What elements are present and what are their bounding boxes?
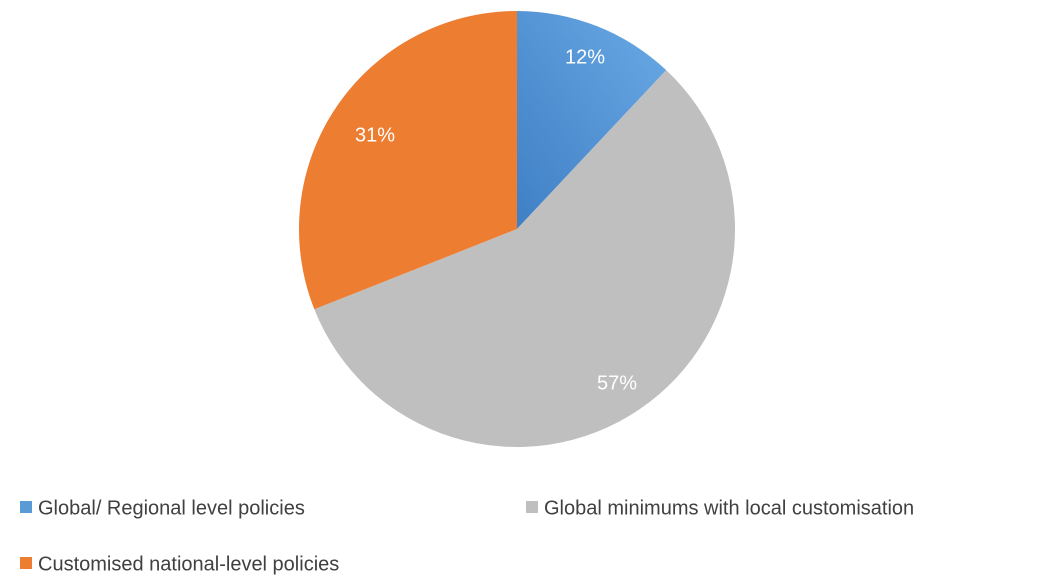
legend-swatch-global-minimums-with-local-customisation (526, 501, 538, 513)
pie-slice-global-regional-level-policies (517, 10, 667, 229)
legend-label-global-regional-level-policies: Global/ Regional level policies (38, 497, 305, 519)
pie-data-labels: 12% 57% 31% (355, 46, 637, 394)
data-label-global-minimums-with-local-customisation: 57% (597, 372, 637, 394)
data-label-customised-national-level-policies: 31% (355, 124, 395, 146)
legend-swatch-customised-national-level-policies (20, 557, 32, 569)
legend-label-global-minimums-with-local-customisation: Global minimums with local customisation (544, 497, 914, 519)
data-label-global-regional-level-policies: 12% (565, 46, 605, 68)
chart-legend: Global/ Regional level policies Global mi… (20, 497, 914, 575)
legend-label-customised-national-level-policies: Customised national-level policies (38, 553, 339, 575)
pie-slices (299, 10, 736, 447)
pie-slice-global-minimums-with-local-customisation (314, 70, 736, 447)
pie-slice-customised-national-level-policies (299, 11, 517, 310)
legend-swatch-global-regional-level-policies (20, 501, 32, 513)
